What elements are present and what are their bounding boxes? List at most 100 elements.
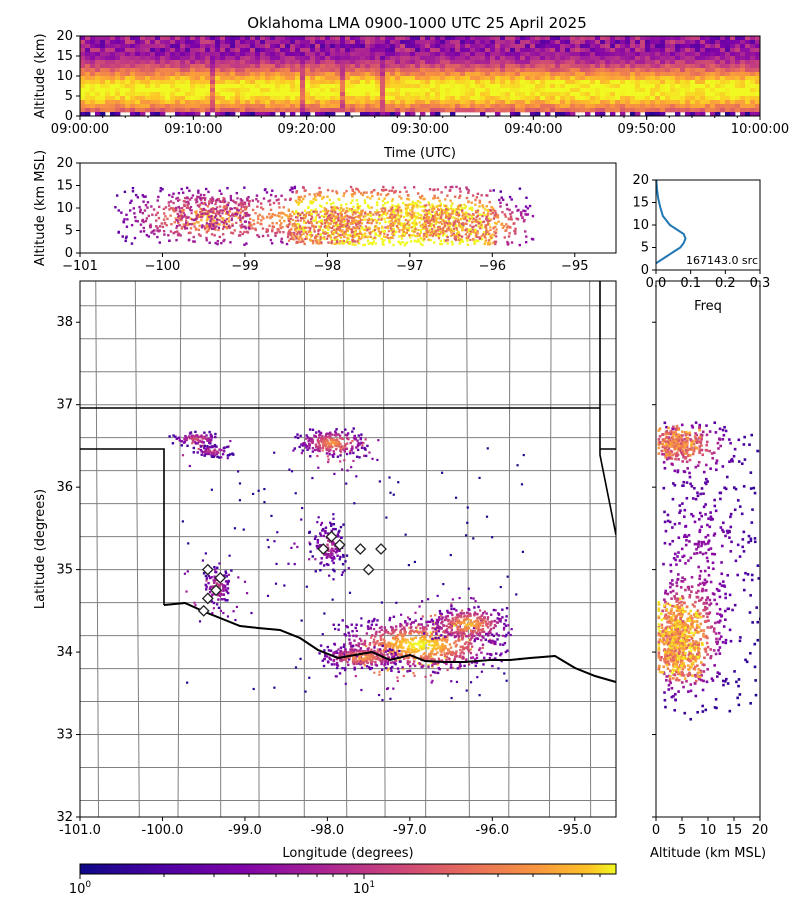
time-height-cell xyxy=(415,44,421,49)
time-height-cell xyxy=(415,88,421,93)
time-height-cell xyxy=(265,72,271,77)
time-height-cell xyxy=(345,68,351,73)
time-height-cell xyxy=(145,100,151,105)
lon-height-source xyxy=(309,235,313,238)
time-height-cell xyxy=(425,96,431,101)
time-height-cell xyxy=(230,36,236,41)
time-height-cell xyxy=(350,84,356,89)
time-height-cell xyxy=(745,72,751,77)
lon-height-source xyxy=(427,221,430,225)
time-height-cell xyxy=(340,44,346,49)
time-height-cell xyxy=(650,80,656,85)
time-height-cell xyxy=(390,80,396,85)
time-height-cell xyxy=(545,60,551,65)
time-height-cell xyxy=(720,104,726,109)
lon-height-source xyxy=(205,219,209,222)
lon-height-source xyxy=(404,225,407,229)
time-height-cell xyxy=(615,68,621,73)
time-height-cell xyxy=(485,92,491,97)
lon-height-source xyxy=(189,231,192,234)
time-height-cell xyxy=(460,108,466,113)
lon-height-source xyxy=(317,232,320,236)
lon-height-source xyxy=(291,232,294,235)
lon-height-source xyxy=(398,220,401,223)
time-height-cell xyxy=(665,48,671,53)
lon-height-source xyxy=(511,211,514,214)
time-height-cell xyxy=(250,88,256,93)
lon-height-source xyxy=(336,232,340,236)
lon-height-source xyxy=(340,206,343,210)
time-height-cell xyxy=(300,68,306,73)
time-height-cell xyxy=(320,52,326,57)
time-height-cell xyxy=(270,52,276,57)
time-height-cell xyxy=(750,100,756,105)
time-height-cell xyxy=(155,88,161,93)
lon-height-source xyxy=(211,196,214,199)
lon-height-source xyxy=(351,216,355,220)
lon-height-source xyxy=(416,232,419,235)
time-height-cell xyxy=(425,52,431,57)
lon-height-source xyxy=(338,219,342,222)
time-height-cell xyxy=(340,92,346,97)
time-height-cell xyxy=(680,100,686,105)
lon-height-source xyxy=(455,226,458,230)
time-height-cell xyxy=(345,52,351,57)
lon-height-source xyxy=(399,242,402,246)
time-height-cell xyxy=(220,44,226,49)
lon-height-source xyxy=(334,215,337,219)
time-height-cell xyxy=(310,36,316,41)
time-height-cell xyxy=(745,88,751,93)
time-height-cell xyxy=(325,36,331,41)
lon-height-source xyxy=(415,240,418,243)
lon-height-source xyxy=(419,231,422,234)
lon-height-source xyxy=(163,233,166,236)
time-height-cell xyxy=(635,84,641,89)
time-height-cell xyxy=(685,104,691,109)
lon-height-source xyxy=(206,225,209,229)
time-height-cell xyxy=(680,36,686,41)
lon-height-source xyxy=(342,220,345,224)
time-height-cell xyxy=(560,84,566,89)
time-height-cell xyxy=(540,84,546,89)
time-height-cell xyxy=(295,56,301,61)
time-height-cell xyxy=(410,88,416,93)
lon-height-source xyxy=(381,242,385,246)
time-height-cell xyxy=(175,104,181,109)
lon-height-source xyxy=(224,225,228,229)
time-height-cell xyxy=(550,68,556,73)
time-height-cell xyxy=(330,52,336,57)
time-height-cell xyxy=(575,72,581,77)
time-height-cell xyxy=(205,64,211,69)
time-height-cell xyxy=(380,40,386,45)
time-height-cell xyxy=(395,80,401,85)
time-height-cell xyxy=(475,80,481,85)
time-height-cell xyxy=(690,52,696,57)
time-height-cell xyxy=(650,100,656,105)
time-height-cell xyxy=(635,60,641,65)
time-height-cell xyxy=(140,104,146,109)
time-height-cell xyxy=(650,96,656,101)
time-height-cell xyxy=(165,76,171,81)
time-height-cell xyxy=(200,60,206,65)
lon-height-source xyxy=(471,238,475,241)
time-height-cell xyxy=(620,84,626,89)
time-height-cell xyxy=(370,88,376,93)
time-height-cell xyxy=(745,96,751,101)
time-height-cell xyxy=(320,76,326,81)
time-height-cell xyxy=(535,64,541,69)
time-height-cell xyxy=(630,72,636,77)
time-height-cell xyxy=(340,76,346,81)
lon-height-source xyxy=(206,217,209,221)
time-height-cell xyxy=(225,76,231,81)
lon-height-source xyxy=(314,239,317,242)
lon-height-source xyxy=(348,242,351,246)
time-height-cell xyxy=(295,96,301,101)
time-height-cell xyxy=(500,96,506,101)
time-height-cell xyxy=(240,40,246,45)
time-height-cell xyxy=(660,36,666,41)
time-height-cell xyxy=(515,44,521,49)
lon-height-source xyxy=(298,201,301,204)
time-height-cell xyxy=(575,88,581,93)
time-height-cell xyxy=(500,40,506,45)
time-height-cell xyxy=(585,68,591,73)
